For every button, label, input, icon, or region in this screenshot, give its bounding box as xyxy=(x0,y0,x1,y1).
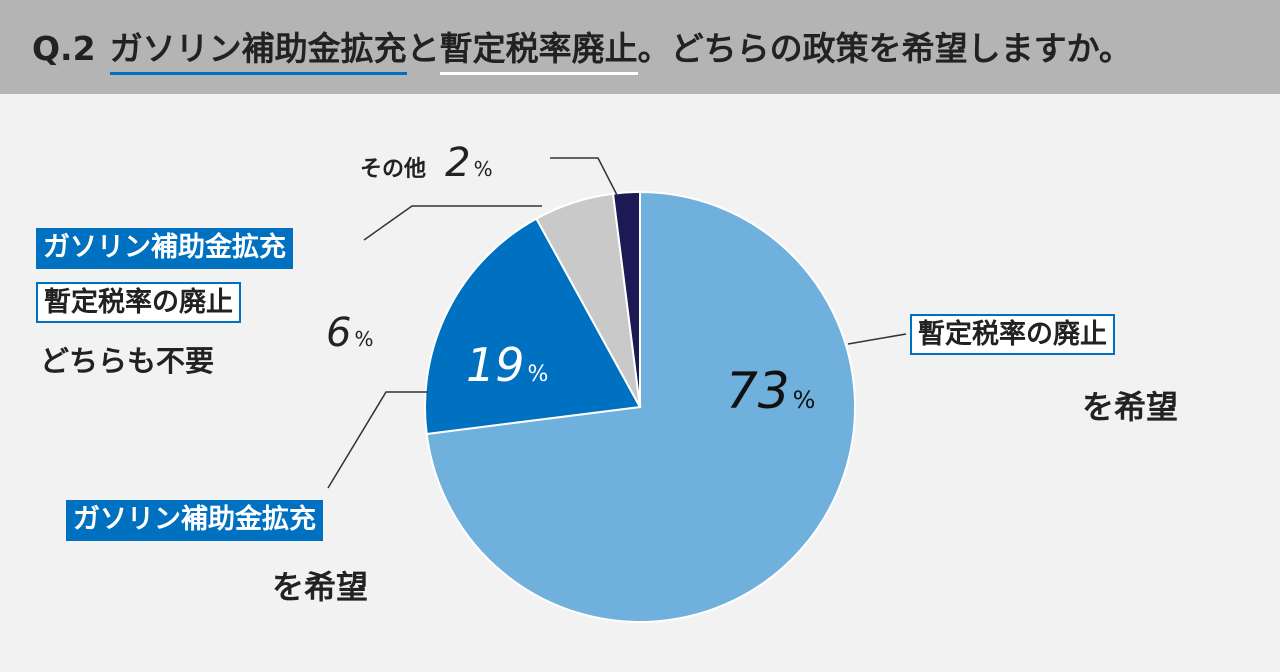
label-subsidy-pct-group: 19% xyxy=(466,338,548,392)
label-neither-pct-group: 6% xyxy=(326,310,373,356)
label-neither-line3: どちらも不要 xyxy=(40,344,215,378)
title-bar: Q.2 ガソリン補助金拡充と暫定税率廃止。どちらの政策を希望しますか。 xyxy=(0,0,1280,94)
title-subsidy: ガソリン補助金拡充 xyxy=(109,22,407,75)
pie-slice-subsidy xyxy=(424,217,642,436)
label-abolish-pct-group: 73% xyxy=(726,362,815,420)
label-other-pct: 2 xyxy=(445,140,471,186)
leader-other xyxy=(550,157,618,196)
label-neither-box2: 暫定税率の廃止 xyxy=(36,282,241,323)
label-neither-unit: % xyxy=(354,327,374,351)
label-abolish-box: 暫定税率の廃止 xyxy=(910,314,1115,355)
label-other-unit: % xyxy=(473,157,493,181)
question-title: Q.2 ガソリン補助金拡充と暫定税率廃止。どちらの政策を希望しますか。 xyxy=(32,22,1132,75)
label-subsidy-pct: 19 xyxy=(466,338,525,392)
title-and: と xyxy=(406,29,440,68)
question-number: Q.2 xyxy=(32,29,96,68)
label-subsidy-box: ガソリン補助金拡充 xyxy=(66,500,323,541)
label-abolish-pct: 73 xyxy=(726,362,790,420)
label-other-text: その他 xyxy=(360,157,427,182)
leader-abolish xyxy=(847,333,907,345)
leader-neither xyxy=(363,205,542,241)
label-subsidy-unit: % xyxy=(527,362,549,387)
leader-lines xyxy=(327,157,907,489)
title-abolish: 暫定税率廃止 xyxy=(439,22,638,75)
label-neither-pct: 6 xyxy=(326,310,352,356)
label-subsidy-line2: を希望 xyxy=(272,568,369,606)
leader-subsidy xyxy=(327,391,428,489)
label-neither-box1: ガソリン補助金拡充 xyxy=(36,228,293,269)
title-question: 。どちらの政策を希望しますか。 xyxy=(637,29,1132,68)
label-abolish-unit: % xyxy=(792,386,816,414)
pie-slice-other xyxy=(611,190,641,408)
label-other: その他 2% xyxy=(360,140,493,186)
label-abolish-line2: を希望 xyxy=(1082,388,1179,426)
